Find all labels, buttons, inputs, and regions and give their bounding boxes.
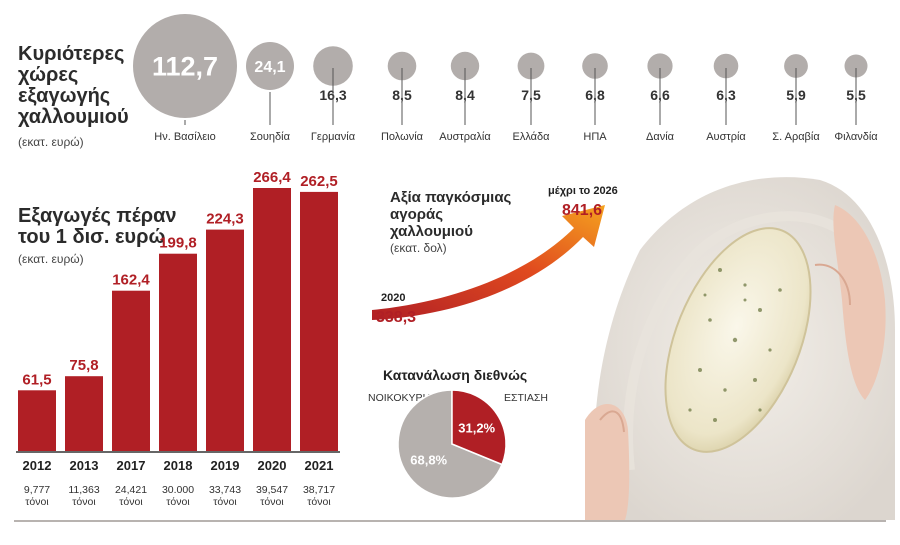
country-bubble [582,53,608,79]
countries-bubble-chart: 112,7Ην. Βασίλειο24,1Σουηδία16,3Γερμανία… [133,14,878,143]
export-bar [65,376,103,451]
svg-text:Εξαγωγές πέραν του 1 δισ.: Εξαγωγές πέραν του 1 δισ. ευρώ [18,205,182,248]
export-value-label: 75,8 [69,357,98,374]
country-name-label: Ελλάδα [512,131,550,143]
exports-bar-chart: 61,520129,777τόνοι75,8201311,363τόνοι162… [16,169,340,508]
export-tonnes-value: 24,421 [115,484,147,496]
export-bar [253,188,291,451]
export-year-label: 2018 [164,458,193,473]
market-title-line: Αξία παγκόσμιας [390,189,512,206]
countries-title-line: χαλλουμιού [18,106,129,128]
export-value-label: 262,5 [300,173,338,190]
countries-title-line: εξαγωγής [18,85,110,107]
svg-text:Κυριότερες χώρες εξαγω: Κυριότερες χώρες εξαγωγής χαλλουμιού [18,43,130,128]
pie-slice-households [397,389,503,499]
export-bar [112,290,150,451]
market-growth-arrow [372,205,605,320]
countries-unit: (εκατ. ευρώ) [18,135,84,149]
country-name-label: ΗΠΑ [583,131,607,143]
export-value-label: 266,4 [253,169,291,186]
pie-value-catering: 31,2% [458,421,495,436]
export-bar [18,390,56,451]
export-tonnes-value: 9,777 [24,484,50,496]
country-name-label: Γερμανία [311,131,356,143]
consumption-pie: 31,2% 68,8% [397,389,507,499]
country-bubble [844,54,868,78]
export-tonnes-unit: τόνοι [213,496,237,508]
export-year-label: 2012 [23,458,52,473]
pie-slice-catering [451,389,507,466]
country-bubble [647,53,673,79]
country-value-label: 112,7 [152,52,218,82]
country-name-label: Δανία [646,131,675,143]
export-tonnes-unit: τόνοι [260,496,284,508]
market-start-value: 338,3 [376,309,416,326]
country-name-label: Ην. Βασίλειο [154,131,215,143]
export-year-label: 2013 [70,458,99,473]
country-bubble [517,52,545,80]
export-year-label: 2017 [117,458,146,473]
export-value-label: 224,3 [206,211,244,228]
export-value-label: 199,8 [159,235,197,252]
market-unit: (εκατ. δολ) [390,241,447,255]
export-bar [159,253,197,451]
export-year-label: 2021 [305,458,334,473]
country-name-label: Σ. Αραβία [772,131,820,143]
export-tonnes-unit: τόνοι [119,496,143,508]
countries-title-line: χώρες [18,64,78,86]
country-bubble [133,14,237,118]
market-title-line: χαλλουμιού [390,223,473,240]
country-bubble [313,46,353,86]
export-tonnes-value: 38,717 [303,484,335,496]
country-name-label: Φιλανδία [834,131,878,143]
halloumi-photo [585,177,895,520]
svg-text:Αξία παγκόσμιας αγοράς: Αξία παγκόσμιας αγοράς χαλλουμιού [390,189,516,240]
market-title-line: αγοράς [390,206,443,223]
export-bar [206,229,244,451]
export-value-label: 162,4 [112,272,150,289]
export-tonnes-value: 39,547 [256,484,288,496]
exports-title-line: του 1 δισ. ευρώ [18,226,165,248]
country-name-label: Πολωνία [381,131,424,143]
export-tonnes-unit: τόνοι [25,496,49,508]
countries-title-line: Κυριότερες [18,43,124,65]
export-value-label: 61,5 [22,371,51,388]
pie-value-households: 68,8% [410,453,447,468]
export-year-label: 2019 [211,458,240,473]
catering-label: ΕΣΤΙΑΣΗ [504,392,548,404]
export-tonnes-unit: τόνοι [166,496,190,508]
market-end-label: μέχρι το 2026 [548,185,618,197]
country-value-label: 24,1 [254,59,285,76]
export-bar [300,191,338,451]
export-tonnes-unit: τόνοι [307,496,331,508]
consumption-title: Κατανάλωση διεθνώς [383,367,527,383]
country-name-label: Αυστραλία [439,131,491,143]
export-year-label: 2020 [258,458,287,473]
market-end-value: 841,6 [562,202,602,219]
country-bubble [246,42,294,90]
exports-unit: (εκατ. ευρώ) [18,252,84,266]
country-bubble [387,51,417,81]
export-tonnes-unit: τόνοι [72,496,96,508]
export-tonnes-value: 33,743 [209,484,241,496]
exports-title-line: Εξαγωγές πέραν [18,205,177,227]
export-tonnes-value: 11,363 [68,484,99,496]
country-name-label: Σουηδία [250,131,291,143]
market-start-label: 2020 [381,292,405,304]
country-name-label: Αυστρία [706,131,746,143]
country-bubble [713,53,739,79]
households-label: ΝΟΙΚΟΚΥΡΙΑ [368,392,432,404]
country-bubble [450,51,480,81]
export-tonnes-value: 30.000 [162,484,194,496]
country-bubble [784,54,808,78]
